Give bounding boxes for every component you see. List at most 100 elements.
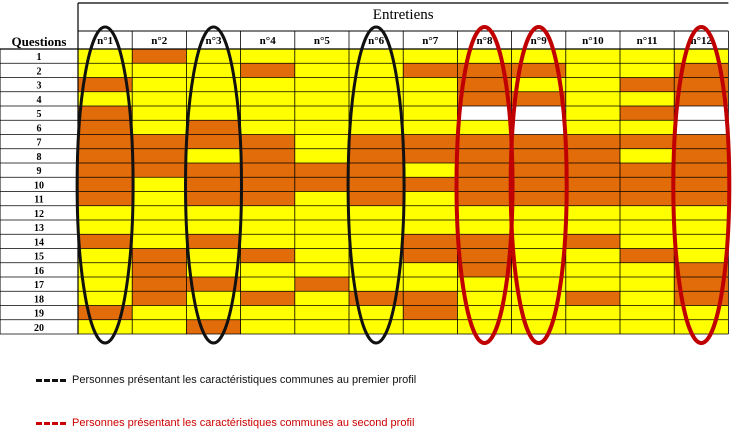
- cell-q2-10: [565, 63, 620, 78]
- cell-q1-1: [78, 49, 133, 64]
- cell-q9-2: [132, 163, 187, 178]
- cell-q7-3: [186, 134, 241, 149]
- cell-q11-12: [674, 191, 729, 206]
- cell-q15-10: [565, 248, 620, 263]
- cell-q17-7: [403, 277, 458, 292]
- cell-q16-11: [620, 262, 675, 277]
- cell-q19-5: [294, 305, 349, 320]
- cell-q9-9: [511, 163, 566, 178]
- cell-q12-5: [294, 205, 349, 220]
- cell-q19-6: [349, 305, 404, 320]
- cell-q15-6: [349, 248, 404, 263]
- cell-q17-3: [186, 277, 241, 292]
- cell-q8-1: [78, 148, 133, 163]
- cell-q2-12: [674, 63, 729, 78]
- cell-q9-11: [620, 163, 675, 178]
- cell-q8-10: [565, 148, 620, 163]
- cell-q6-7: [403, 120, 458, 135]
- row-label-18: 18: [34, 294, 44, 305]
- cell-q18-9: [511, 291, 566, 306]
- cell-q20-3: [186, 319, 241, 334]
- cell-q4-8: [457, 91, 512, 106]
- cell-q12-1: [78, 205, 133, 220]
- cell-q3-9: [511, 77, 566, 92]
- cell-q20-8: [457, 319, 512, 334]
- cell-q11-11: [620, 191, 675, 206]
- cell-q17-10: [565, 277, 620, 292]
- cell-q15-4: [240, 248, 295, 263]
- cell-q17-12: [674, 277, 729, 292]
- cell-q4-6: [349, 91, 404, 106]
- row-label-15: 15: [34, 252, 44, 263]
- cell-q19-2: [132, 305, 187, 320]
- column-label-3: n°3: [205, 35, 222, 47]
- cell-q13-11: [620, 220, 675, 235]
- cell-q13-10: [565, 220, 620, 235]
- cell-q12-4: [240, 205, 295, 220]
- row-label-14: 14: [34, 237, 44, 248]
- interview-heatmap: Entretiens Questions n°1 n°2 n°3 n°4 n°5 n°6 n…: [0, 2, 732, 345]
- row-label-7: 7: [37, 138, 42, 149]
- cell-q3-12: [674, 77, 729, 92]
- cell-q20-5: [294, 319, 349, 334]
- cell-q13-3: [186, 220, 241, 235]
- cell-q19-1: [78, 305, 133, 320]
- cell-q16-1: [78, 262, 133, 277]
- cell-q8-9: [511, 148, 566, 163]
- row-label-3: 3: [37, 81, 42, 92]
- cell-q5-5: [294, 106, 349, 121]
- cell-q14-12: [674, 234, 729, 249]
- cell-q6-12: [674, 120, 729, 135]
- cell-q16-6: [349, 262, 404, 277]
- cell-q10-1: [78, 177, 133, 192]
- column-label-4: n°4: [260, 35, 277, 47]
- row-header-label: Questions: [12, 34, 67, 49]
- cell-q14-4: [240, 234, 295, 249]
- cell-q3-4: [240, 77, 295, 92]
- cell-q15-9: [511, 248, 566, 263]
- cell-q12-9: [511, 205, 566, 220]
- cell-q9-12: [674, 163, 729, 178]
- cell-q8-2: [132, 148, 187, 163]
- cell-q14-9: [511, 234, 566, 249]
- cell-q7-1: [78, 134, 133, 149]
- cell-q18-5: [294, 291, 349, 306]
- cell-q15-8: [457, 248, 512, 263]
- row-label-10: 10: [34, 180, 44, 191]
- cell-q1-7: [403, 49, 458, 64]
- cell-q16-8: [457, 262, 512, 277]
- cell-q20-4: [240, 319, 295, 334]
- cell-q1-3: [186, 49, 241, 64]
- cell-q1-5: [294, 49, 349, 64]
- column-label-8: n°8: [476, 35, 493, 47]
- cell-q20-11: [620, 319, 675, 334]
- cell-q2-8: [457, 63, 512, 78]
- cell-q18-3: [186, 291, 241, 306]
- cell-q11-7: [403, 191, 458, 206]
- row-label-13: 13: [34, 223, 44, 234]
- cell-q6-3: [186, 120, 241, 135]
- cell-q2-3: [186, 63, 241, 78]
- highlight-first-col-3: [184, 25, 243, 345]
- cell-q4-10: [565, 91, 620, 106]
- cell-q3-7: [403, 77, 458, 92]
- cell-q13-4: [240, 220, 295, 235]
- cell-q12-6: [349, 205, 404, 220]
- cell-q16-9: [511, 262, 566, 277]
- cell-q15-2: [132, 248, 187, 263]
- cell-q20-2: [132, 319, 187, 334]
- cell-q10-12: [674, 177, 729, 192]
- cell-q8-12: [674, 148, 729, 163]
- cell-q16-10: [565, 262, 620, 277]
- cell-q13-9: [511, 220, 566, 235]
- column-label-6: n°6: [368, 35, 385, 47]
- cell-q13-7: [403, 220, 458, 235]
- cell-q6-1: [78, 120, 133, 135]
- profile-highlights: [75, 25, 732, 345]
- cell-q9-6: [349, 163, 404, 178]
- cell-q11-10: [565, 191, 620, 206]
- cell-q5-12: [674, 106, 729, 121]
- cell-q7-6: [349, 134, 404, 149]
- cell-q6-4: [240, 120, 295, 135]
- cell-q3-8: [457, 77, 512, 92]
